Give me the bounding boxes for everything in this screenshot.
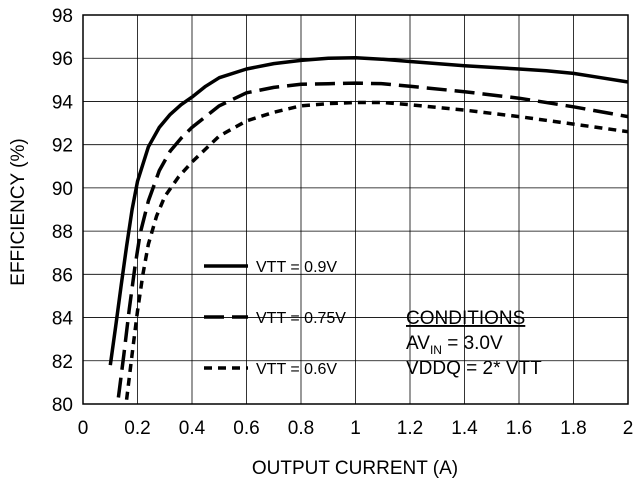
y-axis-title: EFFICIENCY (%)	[8, 138, 29, 285]
legend-label-vtt-0.6: VTT = 0.6V	[256, 361, 337, 378]
y-tick-label: 92	[52, 136, 73, 157]
series-line-1	[116, 81, 629, 398]
x-tick-label: 0.2	[124, 418, 150, 439]
x-tick-label: 1.8	[560, 418, 586, 439]
series-line-0	[108, 56, 629, 366]
x-tick-label: 1.4	[451, 418, 478, 439]
legend-label-vtt-0.75: VTT = 0.75V	[256, 310, 346, 327]
x-tick-label: 0	[78, 418, 89, 439]
grid-lines	[82, 14, 629, 405]
avin-prefix: AV	[406, 333, 430, 354]
x-tick-label: 2	[623, 418, 634, 439]
conditions-heading: CONDITIONS	[406, 308, 525, 329]
x-tick-label: 0.6	[233, 418, 259, 439]
x-tick-label: 0.8	[288, 418, 314, 439]
y-tick-label: 80	[52, 395, 73, 416]
conditions-vddq: VDDQ = 2* VTT	[406, 358, 542, 379]
x-axis-title: OUTPUT CURRENT (A)	[252, 458, 458, 479]
y-tick-label: 94	[52, 92, 74, 113]
avin-value: = 3.0V	[442, 333, 503, 354]
y-tick-label: 96	[52, 49, 73, 70]
x-tick-label: 1.2	[397, 418, 423, 439]
y-tick-label: 88	[52, 222, 73, 243]
legend-label-vtt-0.9: VTT = 0.9V	[256, 259, 337, 276]
tick-labels: 0 0.2 0.4 0.6 0.8 1 1.2 1.4 1.6 1.8 2 80 82 84 86 88 90 9…	[52, 6, 633, 439]
plot-frame	[82, 14, 629, 405]
avin-subscript: IN	[430, 343, 442, 357]
series-lines	[108, 56, 629, 400]
y-tick-label: 90	[52, 179, 73, 200]
y-tick-label: 86	[52, 265, 73, 286]
y-tick-label: 82	[52, 352, 73, 373]
y-tick-label: 98	[52, 6, 73, 27]
x-tick-label: 1	[350, 418, 361, 439]
y-tick-label: 84	[52, 309, 74, 330]
series-line-2	[124, 100, 629, 400]
x-tick-label: 0.4	[179, 418, 206, 439]
conditions-annotation: CONDITIONS AVIN = 3.0V VDDQ = 2* VTT	[406, 308, 542, 379]
conditions-avin: AVIN = 3.0V	[406, 333, 503, 357]
legend: VTT = 0.9V VTT = 0.75V VTT = 0.6V	[204, 259, 346, 378]
x-tick-label: 1.6	[506, 418, 532, 439]
